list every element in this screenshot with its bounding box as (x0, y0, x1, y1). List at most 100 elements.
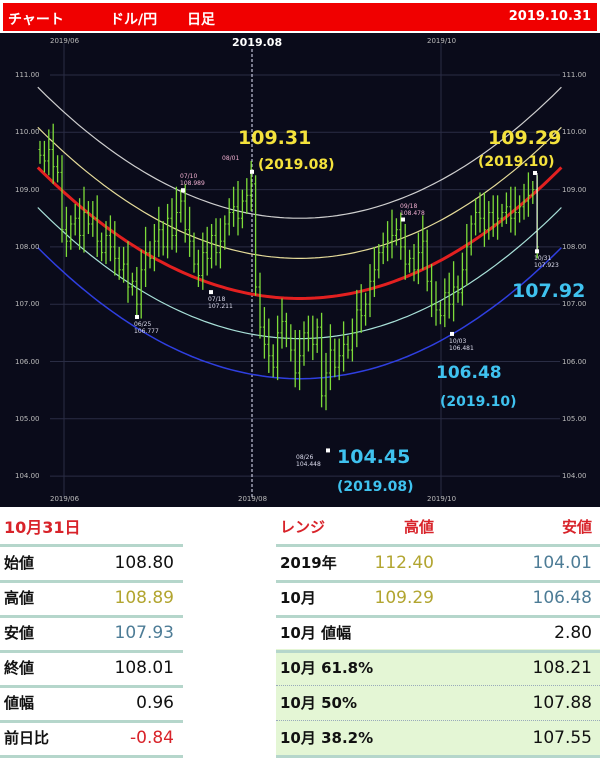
range-row-value: 2.80 (554, 623, 592, 643)
range-row-low: 106.48 (532, 588, 592, 608)
point-label-date: 09/18 (400, 202, 418, 210)
daily-row-value: 108.89 (114, 588, 174, 608)
point-label-value: 107.923 (534, 262, 559, 270)
point-label: 07/10 108.989 (180, 173, 205, 187)
y-tick-label-right: 109.00 (562, 185, 587, 194)
last-low-callout: 107.92 (512, 280, 586, 302)
point-label-value: 108.478 (400, 209, 425, 217)
point-label-date: 06/25 (134, 320, 152, 328)
daily-row-label: 高値 (4, 589, 35, 607)
divider (0, 580, 183, 583)
y-tick-label-right: 104.00 (562, 472, 587, 481)
point-label-value: 106.777 (134, 327, 159, 335)
y-tick-label-right: 106.00 (562, 357, 587, 366)
point-marker (209, 290, 213, 295)
y-tick-label-right: 111.00 (562, 71, 587, 79)
y-tick-label-left: 109.00 (15, 185, 40, 194)
point-label-value: 106.481 (449, 344, 474, 352)
daily-row-value: 107.93 (114, 623, 174, 643)
dotted-divider (276, 720, 600, 721)
range-row-value: 108.21 (532, 658, 592, 678)
y-tick-label-left: 105.00 (15, 414, 40, 423)
divider (0, 720, 183, 723)
x-tick-top-oct: 2019/10 (427, 37, 457, 45)
daily-row-label: 始値 (4, 554, 35, 572)
point-label-value: 108.989 (180, 180, 205, 188)
range-title: レンジ (280, 518, 326, 536)
y-tick-label-left: 104.00 (15, 472, 40, 481)
header-title: チャート (8, 12, 64, 28)
divider (276, 650, 600, 653)
oct-high-callout: 109.29 (488, 127, 562, 149)
aug-low-period: (2019.08) (337, 479, 414, 495)
aug-high-callout: 109.31 (238, 127, 312, 149)
regression-band-curve (37, 126, 562, 259)
range-row-label: 2019年 (280, 554, 337, 572)
range-row-value: 107.55 (532, 728, 592, 748)
point-marker (181, 188, 185, 193)
x-tick-top-aug: 2019.08 (232, 36, 283, 49)
point-marker (533, 170, 537, 175)
regression-band-curve (36, 166, 563, 300)
col-low-header: 安値 (561, 518, 592, 536)
range-row-label: 10月 (280, 589, 316, 607)
point-label-date: 08/01 (222, 154, 240, 162)
timeframe: 日足 (187, 12, 215, 28)
y-tick-label-left: 106.00 (15, 357, 40, 366)
point-marker (401, 217, 405, 222)
x-tick-bottom-oct: 2019/10 (427, 495, 457, 503)
point-marker (326, 448, 330, 453)
y-tick-label-right: 108.00 (562, 242, 587, 251)
x-tick-bottom-jun: 2019/06 (50, 495, 80, 503)
daily-table: 10月31日 始値 108.80 高値 108.89 安値 107.93 終値 … (0, 508, 183, 761)
header-bar: チャート ドル/円 日足 2019.10.31 (3, 3, 597, 31)
divider (276, 544, 600, 547)
aug-high-period: (2019.08) (258, 157, 335, 173)
point-label-date: 10/03 (449, 337, 467, 345)
x-tick-bottom-aug: 2019/08 (238, 495, 268, 503)
divider (0, 544, 183, 547)
divider (0, 755, 183, 758)
divider (0, 615, 183, 618)
point-marker (250, 169, 254, 174)
daily-row-label: 安値 (4, 624, 35, 642)
oct-low-period: (2019.10) (440, 394, 517, 410)
price-chart: 2019/06 2019.08 2019/10 2019/06 2019/08 … (0, 33, 600, 507)
point-label: 07/18 107.211 (208, 296, 233, 310)
point-label: 08/01 (222, 155, 239, 162)
y-tick-label-left: 111.00 (15, 71, 40, 79)
range-row-value: 107.88 (532, 693, 592, 713)
dotted-divider (276, 685, 600, 686)
header-date: 2019.10.31 (508, 9, 591, 24)
range-row-low: 104.01 (532, 553, 592, 573)
y-tick-label-left: 108.00 (15, 242, 40, 251)
oct-low-callout: 106.48 (436, 363, 502, 383)
range-row-high: 112.40 (374, 553, 434, 573)
range-row-label: 10月 38.2% (280, 729, 374, 747)
range-row-label: 10月 50% (280, 694, 357, 712)
daily-row-value: 0.96 (136, 693, 174, 713)
point-label-date: 07/18 (208, 296, 226, 304)
currency-pair: ドル/円 (110, 12, 158, 28)
divider (0, 650, 183, 653)
point-label-date: 07/10 (180, 173, 198, 181)
divider (0, 685, 183, 688)
daily-row-label: 終値 (4, 659, 35, 677)
range-row-high: 109.29 (374, 588, 434, 608)
point-label-value: 107.211 (208, 303, 233, 311)
chart-canvas (36, 43, 563, 498)
retracement-bg (276, 649, 600, 755)
point-label: 10/31 107.923 (534, 255, 559, 269)
x-tick-top-jun: 2019/06 (50, 37, 80, 45)
regression-band-curve (37, 207, 562, 340)
point-label: 09/18 108.478 (400, 203, 425, 217)
y-tick-label-right: 107.00 (562, 300, 587, 309)
daily-title: 10月31日 (4, 518, 81, 537)
range-table: レンジ 高値 安値 2019年 112.40 104.01 10月 109.29 10… (276, 508, 600, 761)
oct-high-period: (2019.10) (478, 154, 555, 170)
aug-low-callout: 104.45 (337, 446, 411, 468)
point-label: 10/03 106.481 (449, 338, 474, 352)
range-row-label: 10月 値幅 (280, 624, 352, 642)
divider (276, 580, 600, 583)
y-tick-label-right: 105.00 (562, 414, 587, 423)
